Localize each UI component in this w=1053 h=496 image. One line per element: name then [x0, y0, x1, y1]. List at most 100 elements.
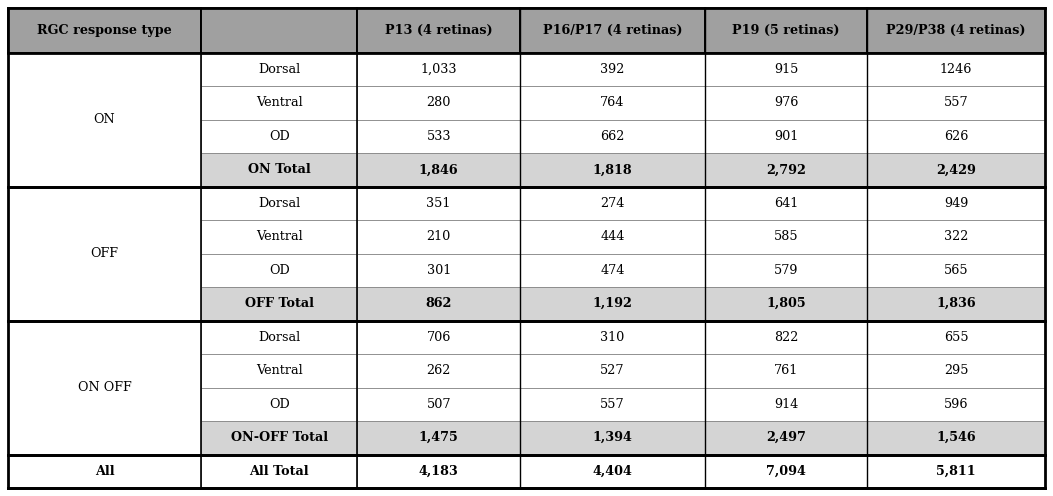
Text: ON: ON	[94, 113, 116, 126]
Bar	[868, 253, 1045, 287]
Text: All: All	[95, 465, 115, 478]
Bar	[357, 86, 520, 120]
Text: Ventral: Ventral	[256, 364, 302, 377]
Text: 557: 557	[943, 96, 969, 109]
Bar	[201, 86, 357, 120]
Text: 1,805: 1,805	[767, 297, 806, 310]
Text: 7,094: 7,094	[767, 465, 806, 478]
Bar	[520, 253, 704, 287]
Text: 1,818: 1,818	[593, 163, 632, 176]
Text: 764: 764	[600, 96, 624, 109]
Text: 351: 351	[426, 197, 451, 210]
Bar	[520, 354, 704, 387]
Bar	[868, 220, 1045, 253]
Bar	[520, 387, 704, 421]
Bar	[868, 120, 1045, 153]
Bar	[704, 320, 868, 354]
Bar	[357, 320, 520, 354]
Bar	[357, 387, 520, 421]
Text: 507: 507	[426, 398, 451, 411]
Text: 761: 761	[774, 364, 798, 377]
Text: 444: 444	[600, 230, 624, 244]
Bar	[201, 186, 357, 220]
Bar	[704, 86, 868, 120]
Text: OFF: OFF	[91, 247, 119, 260]
Bar	[704, 421, 868, 454]
Text: 5,811: 5,811	[936, 465, 976, 478]
Text: 2,497: 2,497	[767, 431, 806, 444]
Text: 862: 862	[425, 297, 452, 310]
Text: OD: OD	[269, 264, 290, 277]
Text: 706: 706	[426, 331, 451, 344]
Bar	[8, 320, 201, 454]
Bar	[357, 53, 520, 86]
Bar	[520, 120, 704, 153]
Text: 585: 585	[774, 230, 798, 244]
Text: 976: 976	[774, 96, 798, 109]
Bar	[201, 354, 357, 387]
Bar	[704, 153, 868, 186]
Text: ON-OFF Total: ON-OFF Total	[231, 431, 327, 444]
Bar	[704, 8, 868, 53]
Bar	[704, 287, 868, 320]
Text: 295: 295	[943, 364, 969, 377]
Text: 557: 557	[600, 398, 624, 411]
Text: 274: 274	[600, 197, 624, 210]
Text: 310: 310	[600, 331, 624, 344]
Text: 1,846: 1,846	[419, 163, 458, 176]
Text: 1,394: 1,394	[593, 431, 632, 444]
Text: 1,033: 1,033	[420, 63, 457, 76]
Text: Ventral: Ventral	[256, 96, 302, 109]
Text: Ventral: Ventral	[256, 230, 302, 244]
Bar	[520, 421, 704, 454]
Text: P13 (4 retinas): P13 (4 retinas)	[384, 24, 493, 37]
Bar	[704, 220, 868, 253]
Bar	[704, 53, 868, 86]
Bar	[520, 53, 704, 86]
Text: Dorsal: Dorsal	[258, 197, 300, 210]
Bar	[8, 53, 201, 186]
Text: ON OFF: ON OFF	[78, 381, 132, 394]
Text: 210: 210	[426, 230, 451, 244]
Text: 596: 596	[943, 398, 969, 411]
Bar	[868, 186, 1045, 220]
Bar	[704, 387, 868, 421]
Bar	[357, 186, 520, 220]
Bar	[357, 454, 520, 488]
Bar	[704, 354, 868, 387]
Text: 280: 280	[426, 96, 451, 109]
Text: 822: 822	[774, 331, 798, 344]
Bar	[8, 8, 201, 53]
Bar	[704, 454, 868, 488]
Bar	[868, 153, 1045, 186]
Text: Dorsal: Dorsal	[258, 331, 300, 344]
Text: All Total: All Total	[250, 465, 310, 478]
Text: ON Total: ON Total	[247, 163, 311, 176]
Text: Dorsal: Dorsal	[258, 63, 300, 76]
Bar	[868, 387, 1045, 421]
Text: 641: 641	[774, 197, 798, 210]
Bar	[8, 454, 201, 488]
Text: 474: 474	[600, 264, 624, 277]
Text: 4,404: 4,404	[593, 465, 632, 478]
Text: 915: 915	[774, 63, 798, 76]
Bar	[868, 287, 1045, 320]
Text: 1,192: 1,192	[593, 297, 632, 310]
Text: 662: 662	[600, 130, 624, 143]
Text: P29/P38 (4 retinas): P29/P38 (4 retinas)	[887, 24, 1026, 37]
Bar	[520, 320, 704, 354]
Text: 1,475: 1,475	[419, 431, 458, 444]
Bar	[357, 354, 520, 387]
Text: 322: 322	[943, 230, 969, 244]
Bar	[868, 86, 1045, 120]
Bar	[357, 421, 520, 454]
Text: 4,183: 4,183	[419, 465, 458, 478]
Bar	[201, 220, 357, 253]
Bar	[357, 220, 520, 253]
Bar	[201, 253, 357, 287]
Text: P16/P17 (4 retinas): P16/P17 (4 retinas)	[542, 24, 682, 37]
Bar	[201, 153, 357, 186]
Bar	[520, 454, 704, 488]
Text: 2,429: 2,429	[936, 163, 976, 176]
Bar	[868, 320, 1045, 354]
